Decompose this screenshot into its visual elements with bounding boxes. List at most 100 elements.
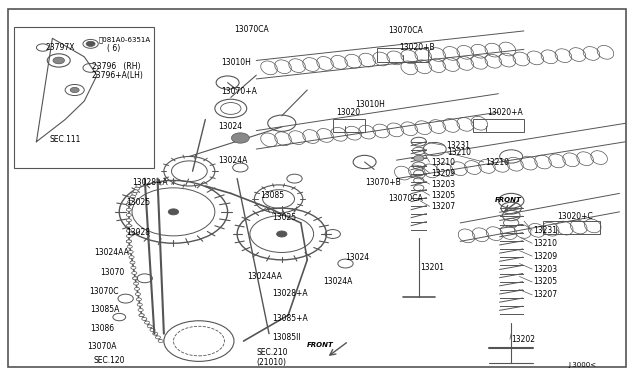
Text: 13028+A: 13028+A [272, 289, 308, 298]
Circle shape [132, 192, 137, 195]
Text: 13020+B: 13020+B [399, 43, 435, 52]
Text: FRONT: FRONT [307, 343, 333, 349]
Text: 13024: 13024 [218, 122, 242, 131]
Circle shape [158, 340, 163, 343]
Circle shape [136, 293, 141, 296]
Circle shape [141, 317, 147, 320]
Text: 13203: 13203 [431, 180, 455, 189]
Text: 13024A: 13024A [323, 278, 353, 286]
Circle shape [134, 282, 139, 285]
Text: 13070C: 13070C [90, 287, 119, 296]
Text: 13210: 13210 [486, 157, 509, 167]
Text: 13201: 13201 [420, 263, 444, 272]
Text: 13070: 13070 [100, 268, 124, 277]
Circle shape [147, 325, 152, 328]
Text: 13209: 13209 [534, 251, 557, 261]
Text: 13086: 13086 [91, 324, 115, 333]
Circle shape [276, 231, 287, 237]
Circle shape [133, 190, 138, 193]
Circle shape [153, 332, 158, 335]
Text: 13085: 13085 [260, 191, 284, 200]
Circle shape [134, 187, 140, 190]
Text: FRONT: FRONT [495, 197, 522, 203]
Circle shape [53, 57, 65, 64]
Text: 13085A: 13085A [91, 305, 120, 314]
Circle shape [131, 195, 136, 198]
Text: 13070CA: 13070CA [234, 25, 269, 33]
Text: 13207: 13207 [431, 202, 455, 211]
Circle shape [139, 314, 144, 317]
Bar [378, 48, 428, 62]
Text: 13024A: 13024A [218, 155, 248, 165]
Text: 13085+A: 13085+A [272, 314, 308, 323]
Text: 13024: 13024 [346, 253, 370, 263]
Circle shape [126, 214, 131, 217]
Circle shape [128, 250, 133, 253]
Circle shape [145, 321, 150, 324]
Circle shape [132, 277, 138, 280]
Text: (21010): (21010) [256, 358, 286, 367]
Text: 23796+A(LH): 23796+A(LH) [92, 71, 144, 80]
Text: 13024AA: 13024AA [94, 248, 129, 257]
Polygon shape [27, 38, 103, 149]
Circle shape [129, 198, 134, 201]
Text: 13025: 13025 [272, 213, 296, 222]
Text: 13205: 13205 [431, 191, 455, 200]
Text: 13070+B: 13070+B [365, 178, 401, 187]
Circle shape [137, 303, 142, 306]
Circle shape [126, 230, 131, 232]
Text: 13210: 13210 [431, 157, 455, 167]
Circle shape [156, 336, 161, 339]
Circle shape [413, 155, 424, 161]
Circle shape [126, 235, 131, 238]
Circle shape [126, 203, 131, 206]
Circle shape [131, 266, 136, 269]
Text: 13020+C: 13020+C [557, 212, 593, 221]
Text: SEC.210: SEC.210 [256, 349, 288, 357]
Circle shape [130, 261, 135, 264]
Text: 13210: 13210 [447, 148, 472, 157]
Bar [543, 221, 600, 234]
Bar [14, 27, 154, 167]
Text: 13020: 13020 [336, 108, 360, 117]
Text: 13231: 13231 [446, 141, 470, 150]
Text: 13202: 13202 [511, 335, 535, 344]
Circle shape [132, 277, 138, 280]
Text: 13203: 13203 [534, 264, 557, 273]
Circle shape [126, 240, 131, 243]
Circle shape [129, 256, 134, 259]
Circle shape [70, 87, 79, 93]
Circle shape [168, 209, 179, 215]
Text: 13070A: 13070A [88, 342, 117, 351]
Text: SEC.120: SEC.120 [94, 356, 125, 365]
Bar [333, 119, 365, 132]
Text: 13010H: 13010H [356, 100, 385, 109]
Bar [473, 119, 524, 132]
Text: SEC.111: SEC.111 [49, 135, 81, 144]
Circle shape [127, 201, 132, 203]
Circle shape [86, 41, 95, 46]
Text: 13070CA: 13070CA [388, 26, 423, 35]
Text: J 3000<: J 3000< [568, 362, 596, 368]
Circle shape [126, 203, 131, 206]
Circle shape [126, 208, 131, 211]
Circle shape [136, 298, 141, 301]
Text: 13209: 13209 [431, 169, 455, 177]
Circle shape [132, 272, 137, 275]
Text: ( 6): ( 6) [106, 44, 120, 53]
Circle shape [138, 308, 143, 311]
Circle shape [134, 288, 140, 290]
Text: 13010H: 13010H [221, 58, 251, 67]
Text: ⒵081A0-6351A: ⒵081A0-6351A [99, 37, 150, 44]
Text: 13028+A: 13028+A [132, 178, 168, 187]
Circle shape [126, 240, 131, 243]
Circle shape [150, 328, 155, 331]
Text: 23796   (RH): 23796 (RH) [92, 61, 140, 71]
Circle shape [136, 185, 141, 187]
Text: 13231: 13231 [534, 226, 557, 235]
Text: 13024AA: 13024AA [246, 272, 282, 281]
Circle shape [126, 219, 131, 222]
Circle shape [127, 245, 132, 248]
Text: 13028: 13028 [126, 228, 150, 237]
Text: 13085II: 13085II [272, 333, 301, 342]
